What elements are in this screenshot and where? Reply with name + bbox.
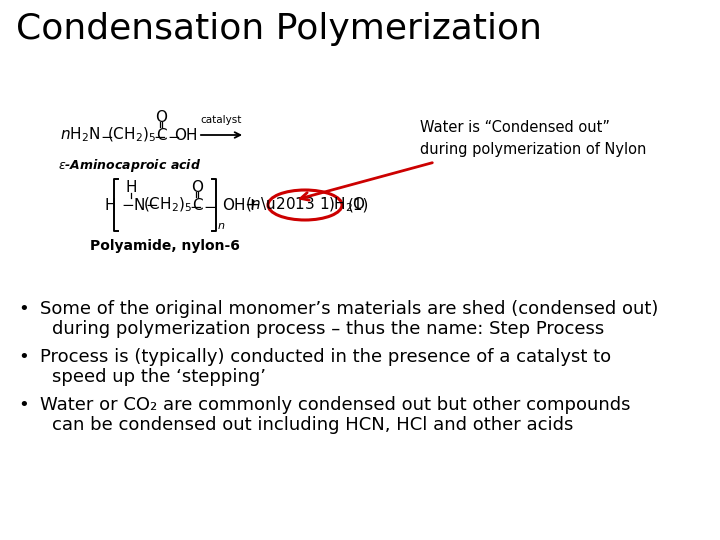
Text: $\epsilon$-Aminocaproic acid: $\epsilon$-Aminocaproic acid [58, 157, 202, 174]
Text: (1): (1) [348, 198, 369, 213]
Text: •: • [18, 300, 29, 318]
Text: $-$N$-$: $-$N$-$ [121, 197, 158, 213]
Text: catalyst: catalyst [201, 115, 242, 125]
Text: Water is “Condensed out”
during polymerization of Nylon: Water is “Condensed out” during polymeri… [420, 120, 647, 157]
Text: can be condensed out including HCN, HCl and other acids: can be condensed out including HCN, HCl … [52, 416, 573, 434]
Text: $n$H$_2$N: $n$H$_2$N [60, 126, 100, 144]
Text: H: H [105, 198, 117, 213]
Text: Process is (typically) conducted in the presence of a catalyst to: Process is (typically) conducted in the … [40, 348, 611, 366]
Text: Polyamide, nylon-6: Polyamide, nylon-6 [90, 239, 240, 253]
Text: •: • [18, 396, 29, 414]
Text: $-$: $-$ [189, 198, 202, 213]
Text: ($n$\u2013 1)H$_2$O: ($n$\u2013 1)H$_2$O [245, 196, 366, 214]
Text: $-$: $-$ [100, 127, 113, 143]
Text: C: C [156, 127, 166, 143]
Text: $-$: $-$ [203, 198, 216, 213]
Text: Water or CO₂ are commonly condensed out but other compounds: Water or CO₂ are commonly condensed out … [40, 396, 631, 414]
Text: $n$: $n$ [217, 221, 225, 231]
Text: •: • [18, 348, 29, 366]
Text: +: + [244, 196, 259, 214]
Text: (CH$_2$)$_5$: (CH$_2$)$_5$ [107, 126, 156, 144]
Text: speed up the ‘stepping’: speed up the ‘stepping’ [52, 368, 266, 386]
Text: H: H [125, 179, 137, 194]
Text: O: O [191, 179, 203, 194]
Text: OH: OH [174, 127, 197, 143]
Text: O: O [155, 110, 167, 125]
Text: C: C [192, 198, 202, 213]
Text: Condensation Polymerization: Condensation Polymerization [16, 12, 542, 46]
Text: $-$: $-$ [153, 127, 166, 143]
Text: OH: OH [222, 198, 246, 213]
Text: $-$: $-$ [167, 127, 180, 143]
Text: during polymerization process – thus the name: Step Process: during polymerization process – thus the… [52, 320, 604, 338]
Text: (CH$_2$)$_5$: (CH$_2$)$_5$ [143, 196, 192, 214]
Text: Some of the original monomer’s materials are shed (condensed out): Some of the original monomer’s materials… [40, 300, 658, 318]
